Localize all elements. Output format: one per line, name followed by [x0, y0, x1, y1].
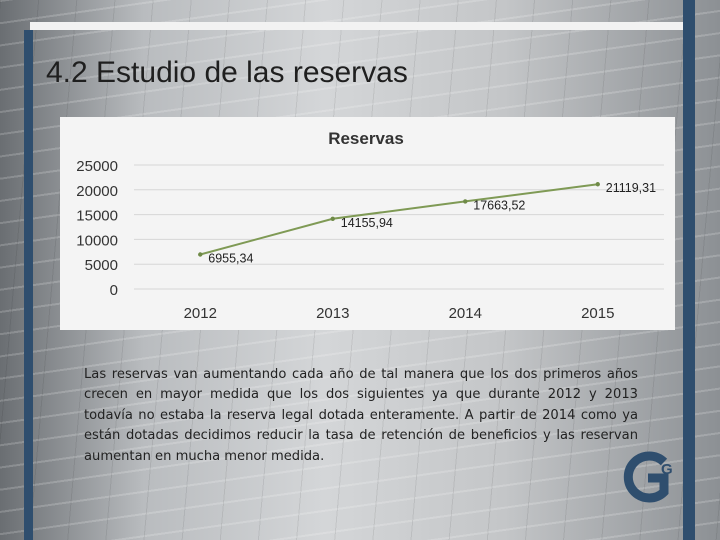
- data-point: [595, 182, 600, 187]
- series-line: [199, 183, 598, 256]
- data-label: 14155,94: [341, 216, 393, 230]
- x-tick-label: 2012: [184, 305, 217, 322]
- data-point: [198, 252, 203, 257]
- right-accent-bar: [683, 0, 695, 540]
- left-accent-bar: [24, 30, 33, 540]
- data-point: [463, 199, 468, 204]
- data-label: 6955,34: [208, 252, 253, 266]
- data-label: 17663,52: [473, 198, 525, 212]
- y-tick-label: 5000: [85, 257, 118, 274]
- body-paragraph: Las reservas van aumentando cada año de …: [84, 367, 638, 464]
- y-tick-label: 0: [110, 282, 118, 299]
- y-tick-label: 15000: [76, 208, 118, 225]
- chart-title: Reservas: [328, 129, 404, 148]
- g-logo-icon: G: [618, 448, 680, 506]
- x-tick-label: 2013: [316, 305, 349, 322]
- y-tick-label: 10000: [76, 232, 118, 249]
- y-axis-ticks: 0 5000 10000 15000 20000 25000: [76, 158, 118, 299]
- top-accent-bar: [30, 22, 685, 30]
- chart-container: Reservas 0 5000 10000 15000 20000 25000 2012 2…: [60, 117, 675, 330]
- x-axis-ticks: 2012 2013 2014 2015: [184, 305, 615, 322]
- data-label: 21119,31: [606, 181, 656, 195]
- y-tick-label: 20000: [76, 183, 118, 200]
- gridlines: [134, 164, 664, 290]
- slide-title: 4.2 Estudio de las reservas: [46, 56, 408, 89]
- data-labels: 6955,34 14155,94 17663,52 21119,31: [208, 181, 656, 265]
- logo-letter: G: [661, 461, 673, 478]
- y-tick-label: 25000: [76, 158, 118, 175]
- x-tick-label: 2015: [581, 305, 614, 322]
- series-reservas: [198, 182, 600, 257]
- data-point: [330, 216, 335, 221]
- x-tick-label: 2014: [449, 305, 482, 322]
